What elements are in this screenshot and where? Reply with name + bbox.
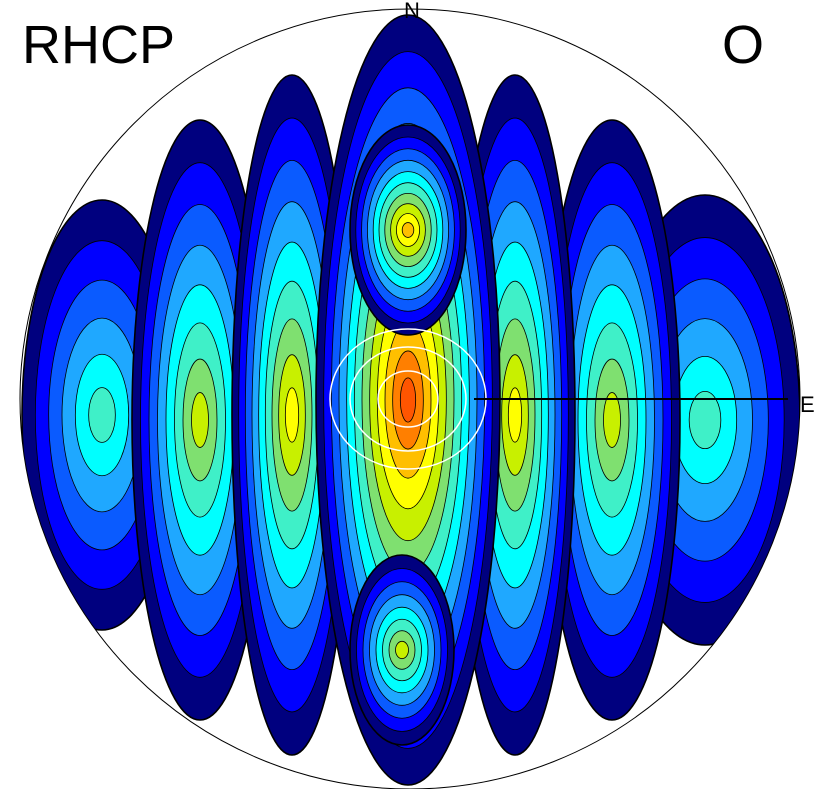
overlay-ring-1 — [349, 346, 467, 452]
polarization-label: RHCP — [22, 15, 176, 75]
lobe-central-upper — [349, 124, 467, 336]
contour-central-upper-9 — [401, 222, 415, 238]
pattern-lobes — [21, 14, 800, 786]
contour-central-main-11 — [399, 377, 417, 423]
east-label: E — [800, 392, 815, 417]
lobe-central-lower — [349, 554, 455, 746]
lobe-mid-left — [131, 119, 269, 721]
outer-boundary-circle — [19, 8, 801, 789]
contour-outer-right-5 — [688, 390, 722, 450]
contour-mid-left-7 — [191, 392, 209, 448]
contour-mid-right-7 — [603, 392, 621, 448]
lobe-inner-left — [231, 74, 353, 756]
overlay-ring-2 — [377, 370, 439, 428]
contour-outer-left-5 — [88, 387, 116, 443]
mode-label: O — [722, 15, 765, 75]
lobe-mid-right — [543, 119, 681, 721]
contour-inner-left-8 — [284, 387, 300, 443]
contour-central-lower-7 — [395, 640, 409, 660]
north-label: N — [404, 0, 420, 23]
contour-inner-right-8 — [507, 387, 523, 443]
